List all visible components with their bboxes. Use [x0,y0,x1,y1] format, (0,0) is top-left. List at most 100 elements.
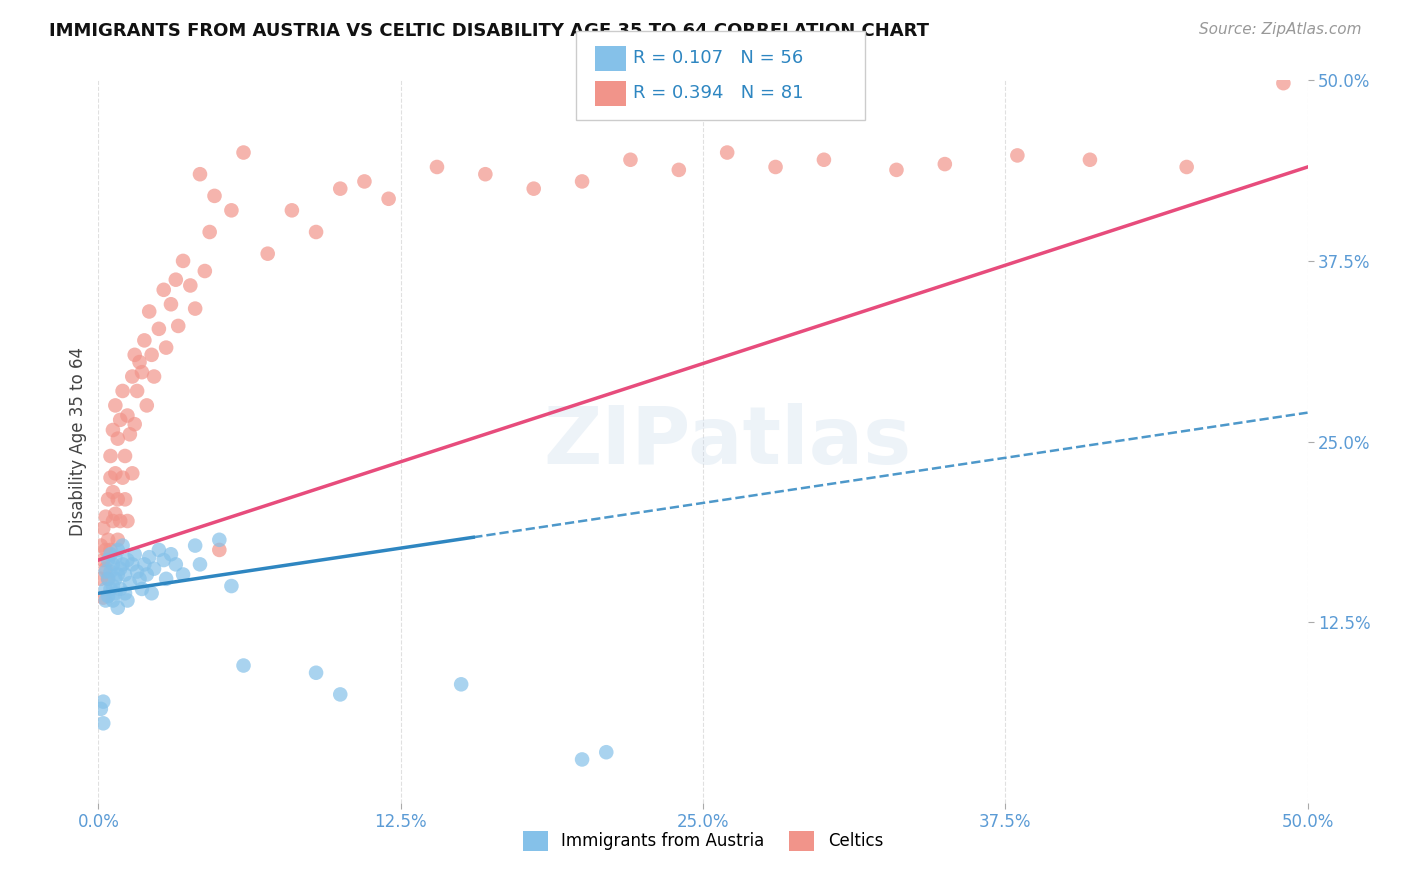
Point [101,593,124,607]
Point [94,582,117,596]
Point [305,665,328,680]
Point [124,417,146,432]
Point [107,533,129,547]
Point [523,182,546,196]
Point [204,189,226,203]
Point [188,167,211,181]
Point [114,567,136,582]
Point [138,304,160,318]
Point [100,449,122,463]
Point [107,567,129,582]
Point [107,542,129,557]
Point [100,542,122,557]
Point [1007,148,1029,162]
Text: R = 0.394   N = 81: R = 0.394 N = 81 [633,85,803,103]
Point [305,225,328,239]
Point [668,162,690,177]
Point [127,565,149,579]
Point [160,297,183,311]
Point [104,572,127,586]
Point [329,182,352,196]
Point [813,153,835,167]
Point [934,157,956,171]
Point [104,467,127,481]
Point [94,509,117,524]
Point [155,572,177,586]
Point [117,409,139,423]
Point [135,567,157,582]
Point [155,341,177,355]
Text: IMMIGRANTS FROM AUSTRIA VS CELTIC DISABILITY AGE 35 TO 64 CORRELATION CHART: IMMIGRANTS FROM AUSTRIA VS CELTIC DISABI… [49,22,929,40]
Point [117,514,139,528]
Point [114,586,136,600]
Point [91,716,114,731]
Point [101,558,124,572]
Point [101,514,124,528]
Point [716,145,738,160]
Point [97,492,120,507]
Point [114,449,136,463]
Point [426,160,449,174]
Point [377,192,399,206]
Text: R = 0.107   N = 56: R = 0.107 N = 56 [633,49,803,67]
Point [886,162,908,177]
Point [208,533,231,547]
Point [1175,160,1198,174]
Point [94,562,117,576]
Point [117,593,139,607]
Text: ZIPatlas: ZIPatlas [543,402,911,481]
Point [329,687,352,701]
Point [94,565,117,579]
Point [131,582,153,596]
Point [188,558,211,572]
Point [124,547,146,561]
Point [108,413,131,427]
Point [97,553,120,567]
Point [91,553,114,567]
Legend: Immigrants from Austria, Celtics: Immigrants from Austria, Celtics [515,822,891,860]
Point [94,542,117,557]
Point [100,547,122,561]
Point [108,582,131,596]
Point [571,752,593,766]
Point [595,745,617,759]
Text: Source: ZipAtlas.com: Source: ZipAtlas.com [1198,22,1361,37]
Point [256,246,278,260]
Point [152,553,174,567]
Point [90,539,112,553]
Point [121,558,143,572]
Point [111,384,134,398]
Point [97,533,120,547]
Point [108,514,131,528]
Point [281,203,304,218]
Point [131,365,153,379]
Point [100,565,122,579]
Point [134,334,156,348]
Point [118,427,141,442]
Point [571,174,593,188]
Point [117,553,139,567]
Point [152,283,174,297]
Point [143,562,166,576]
Point [91,695,114,709]
Point [1272,76,1295,90]
Point [118,576,141,591]
Point [134,558,156,572]
Point [160,547,183,561]
Y-axis label: Disability Age 35 to 64: Disability Age 35 to 64 [69,347,87,536]
Point [97,572,120,586]
Point [194,264,217,278]
Point [107,492,129,507]
Point [94,593,117,607]
Point [148,322,170,336]
Point [138,550,160,565]
Point [111,558,134,572]
Point [353,174,375,188]
Point [128,355,150,369]
Point [101,579,124,593]
Point [127,384,149,398]
Point [184,539,207,553]
Point [100,582,122,596]
Point [172,253,194,268]
Point [221,579,243,593]
